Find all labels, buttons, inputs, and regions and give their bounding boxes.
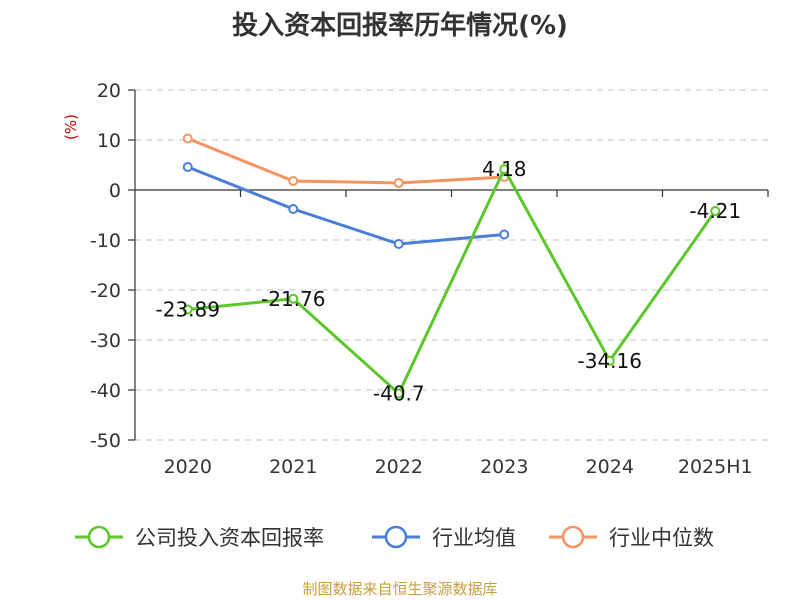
source-note: 制图数据来自恒生聚源数据库 xyxy=(302,580,497,598)
data-label: -40.7 xyxy=(373,382,425,406)
data-point xyxy=(288,293,299,304)
data-point xyxy=(182,304,193,315)
x-tick-label: 2024 xyxy=(586,456,634,478)
data-label: 4.18 xyxy=(482,157,527,181)
grid-lines xyxy=(135,89,768,441)
legend-marker xyxy=(87,525,111,549)
series-line-2 xyxy=(187,137,505,185)
y-axis-unit: (%) xyxy=(62,114,80,140)
data-label: -23.89 xyxy=(156,297,220,321)
data-label: -21.76 xyxy=(261,287,325,311)
y-tick-label: -10 xyxy=(90,230,121,252)
data-point xyxy=(393,178,404,188)
y-tick-label: -30 xyxy=(90,330,121,352)
y-tick-label: -20 xyxy=(90,280,121,302)
data-point xyxy=(393,388,404,399)
data-point xyxy=(604,355,615,366)
x-tick-label: 2020 xyxy=(164,456,212,478)
series-line-0 xyxy=(187,167,717,395)
data-point xyxy=(710,206,721,217)
chart-title: 投入资本回报率历年情况(%) xyxy=(232,10,568,41)
legend-label: 公司投入资本回报率 xyxy=(135,526,324,550)
y-tick-label: 20 xyxy=(97,80,121,102)
data-point xyxy=(288,176,299,186)
legend-marker xyxy=(384,525,408,549)
x-tick-label: 2023 xyxy=(480,456,528,478)
data-point xyxy=(393,239,404,249)
y-tick-label: -50 xyxy=(90,430,121,452)
y-tick-labels: 20 10 0 -10 -20 -30 -40 -50 xyxy=(90,80,121,452)
x-tick-labels: 2020 2021 2022 2023 2024 2025H1 xyxy=(164,456,753,478)
data-point xyxy=(182,162,193,172)
y-tick-label: 10 xyxy=(97,130,121,152)
x-tick-label: 2021 xyxy=(269,456,317,478)
data-point xyxy=(499,164,510,175)
data-labels: -23.89 -21.76 -40.7 4.18 -34.16 -4.21 xyxy=(156,157,742,405)
legend-label: 行业中位数 xyxy=(609,526,714,550)
series-lines xyxy=(182,133,721,399)
legend-marker xyxy=(561,525,585,549)
data-label: -34.16 xyxy=(578,349,642,373)
legend-label: 行业均值 xyxy=(432,526,516,550)
data-point xyxy=(288,204,299,214)
legend: 公司投入资本回报率 行业均值 行业中位数 xyxy=(75,525,714,550)
y-tick-label: -40 xyxy=(90,380,121,402)
x-tick-label: 2022 xyxy=(375,456,423,478)
x-tick-label: 2025H1 xyxy=(678,456,753,478)
data-label: -4.21 xyxy=(689,199,741,223)
data-point xyxy=(182,133,193,144)
y-tick-label: 0 xyxy=(109,180,121,202)
axes xyxy=(128,89,769,441)
series-line-1 xyxy=(187,165,505,246)
data-point xyxy=(499,229,510,240)
